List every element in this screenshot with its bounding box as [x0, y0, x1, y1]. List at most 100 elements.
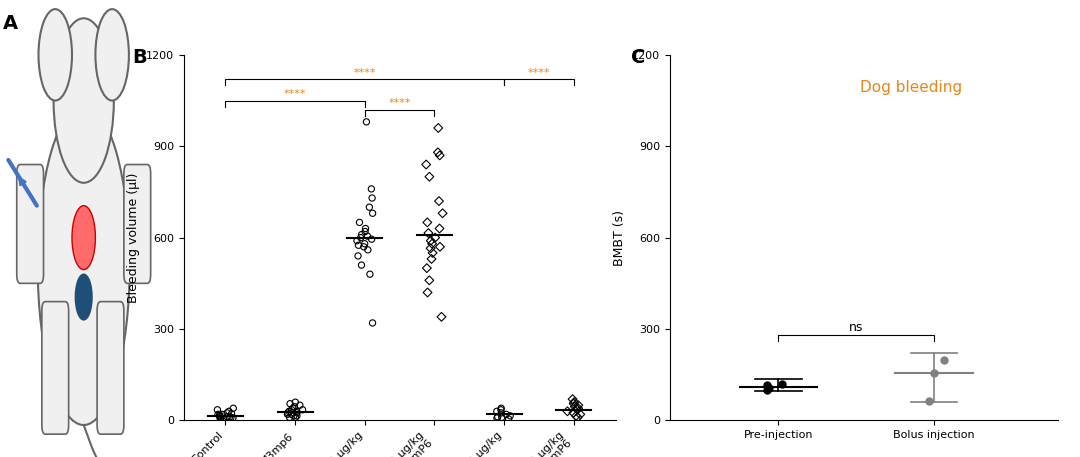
Text: A: A	[3, 14, 18, 33]
Point	[285, 412, 302, 420]
Point	[418, 265, 435, 272]
Text: C: C	[631, 48, 645, 67]
Point	[286, 403, 303, 410]
Point	[210, 411, 227, 418]
Point	[211, 412, 228, 420]
Point	[360, 246, 377, 254]
Point	[292, 402, 309, 409]
Point	[211, 411, 228, 419]
Point	[926, 370, 943, 377]
Point	[571, 411, 589, 418]
Point	[359, 233, 376, 240]
Point	[758, 382, 775, 389]
Point	[569, 402, 586, 409]
Point	[218, 413, 235, 420]
Point	[225, 414, 242, 422]
Point	[350, 242, 367, 249]
Point	[215, 415, 232, 423]
Point	[501, 412, 518, 420]
Point	[921, 397, 939, 404]
Point	[492, 404, 510, 412]
Point	[567, 412, 584, 420]
Point	[423, 240, 441, 247]
Ellipse shape	[38, 105, 130, 425]
Point	[566, 399, 583, 406]
Circle shape	[39, 9, 72, 101]
Point	[355, 243, 373, 250]
Point	[421, 173, 438, 181]
Point	[352, 234, 369, 241]
Point	[286, 399, 303, 406]
Point	[427, 234, 444, 241]
Point	[935, 356, 953, 363]
FancyBboxPatch shape	[124, 165, 151, 283]
Text: ns: ns	[849, 321, 863, 334]
Point	[281, 408, 298, 415]
Point	[220, 408, 238, 415]
Point	[281, 414, 298, 421]
Point	[294, 406, 311, 414]
Point	[225, 404, 242, 412]
Point	[760, 384, 778, 391]
Circle shape	[95, 9, 129, 101]
FancyBboxPatch shape	[17, 165, 43, 283]
Point	[419, 289, 436, 296]
Point	[220, 414, 238, 421]
Point	[279, 409, 296, 416]
Point	[423, 255, 441, 263]
Point	[212, 413, 229, 420]
Text: B: B	[132, 48, 147, 67]
Point	[569, 404, 586, 412]
Circle shape	[54, 18, 113, 183]
Point	[488, 414, 505, 422]
Text: ****: ****	[389, 98, 410, 108]
Point	[488, 408, 505, 415]
Point	[500, 415, 517, 423]
Y-axis label: BMBT (s): BMBT (s)	[613, 210, 626, 266]
Point	[288, 412, 306, 420]
Point	[424, 249, 442, 256]
Point	[218, 409, 235, 416]
FancyBboxPatch shape	[97, 302, 124, 434]
Point	[288, 408, 306, 415]
Point	[420, 229, 437, 237]
Point	[356, 240, 374, 247]
Point	[566, 403, 583, 410]
Point	[419, 219, 436, 226]
Point	[364, 210, 381, 217]
Point	[565, 409, 582, 416]
Point	[351, 219, 368, 226]
Point	[569, 414, 586, 421]
Point	[287, 414, 305, 421]
Circle shape	[72, 206, 95, 270]
Point	[492, 409, 510, 416]
Point	[353, 231, 370, 238]
Point	[350, 252, 367, 260]
Point	[364, 194, 381, 202]
Point	[558, 408, 576, 415]
Point	[498, 411, 515, 418]
Point	[429, 149, 446, 156]
Point	[214, 411, 231, 418]
Point	[421, 276, 438, 284]
Point	[431, 225, 448, 232]
Text: Dog bleeding: Dog bleeding	[860, 80, 961, 96]
Point	[356, 228, 374, 235]
Text: ****: ****	[528, 68, 550, 78]
Point	[431, 152, 448, 159]
Point	[492, 406, 510, 414]
FancyBboxPatch shape	[42, 302, 69, 434]
Point	[357, 118, 375, 126]
Point	[282, 400, 299, 407]
Point	[430, 124, 447, 132]
Point	[222, 414, 240, 421]
Point	[283, 406, 300, 414]
Point	[349, 237, 366, 244]
Point	[283, 411, 300, 418]
Point	[363, 185, 380, 192]
Point	[489, 413, 507, 420]
Point	[363, 235, 380, 243]
Point	[422, 244, 440, 252]
Circle shape	[76, 274, 92, 320]
Point	[362, 271, 379, 278]
